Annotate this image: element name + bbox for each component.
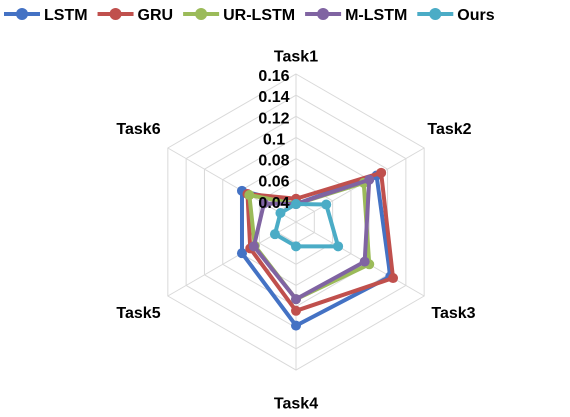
data-point-m-lstm-task4: [291, 294, 301, 305]
category-label-task5: Task5: [116, 305, 160, 322]
data-point-ours-task6: [275, 208, 286, 219]
legend-label: GRU: [138, 7, 174, 24]
grid-spoke: [295, 221, 425, 297]
tick-label: 0.16: [258, 68, 289, 85]
legend-item-ur-lstm: UR-LSTM: [183, 7, 295, 24]
tick-label: 0.08: [258, 153, 289, 170]
data-point-ours-task2: [321, 199, 332, 210]
legend-label: LSTM: [44, 7, 88, 24]
category-label-task2: Task2: [427, 121, 471, 138]
legend-marker: [195, 8, 208, 20]
tick-label: 0.06: [258, 174, 289, 191]
data-point-gru-task2: [376, 167, 387, 178]
legend-label: M-LSTM: [345, 7, 407, 24]
grid-spoke: [167, 147, 297, 223]
data-point-m-lstm-task6: [258, 198, 269, 209]
legend-marker: [429, 8, 442, 20]
radar-labels: 0.04 0.06 0.08 0.1 0.12 0.14 0.16 Task1 Task2 Tas…: [116, 49, 475, 413]
legend-item-lstm: LSTM: [4, 7, 88, 24]
category-label-task1: Task1: [274, 49, 318, 66]
tick-label: 0.04: [258, 195, 289, 212]
legend-marker: [16, 8, 28, 20]
category-label-task3: Task3: [431, 305, 475, 322]
legend-label: Ours: [457, 7, 494, 24]
data-point-ours-task4: [291, 241, 301, 252]
data-point-ours-task3: [333, 241, 344, 252]
data-point-lstm-task5: [236, 248, 247, 259]
legend-item-m-lstm: M-LSTM: [305, 7, 407, 24]
data-point-ur-lstm-task6: [244, 190, 255, 201]
legend-label: UR-LSTM: [223, 7, 295, 24]
tick-label: 0.1: [263, 131, 285, 148]
data-point-gru-task4: [291, 305, 301, 316]
legend-item-gru: GRU: [97, 7, 174, 24]
tick-label: 0.14: [258, 89, 289, 106]
legend-item-ours: Ours: [417, 7, 495, 24]
data-point-lstm-task4: [291, 320, 301, 331]
tick-label: 0.12: [258, 110, 289, 127]
category-label-task6: Task6: [116, 121, 160, 138]
legend-marker: [109, 8, 122, 20]
category-label-task4: Task4: [274, 395, 318, 412]
data-point-m-lstm-task2: [364, 174, 375, 185]
legend-marker: [317, 8, 330, 20]
data-point-m-lstm-task3: [359, 256, 370, 267]
legend: LSTM GRU UR-LSTM M-LSTM Ours: [4, 7, 495, 24]
data-point-ours-task1: [291, 199, 301, 210]
radar-series: [236, 167, 399, 331]
data-point-gru-task3: [388, 273, 399, 284]
data-point-ours-task5: [269, 229, 280, 240]
data-point-m-lstm-task5: [248, 241, 259, 252]
